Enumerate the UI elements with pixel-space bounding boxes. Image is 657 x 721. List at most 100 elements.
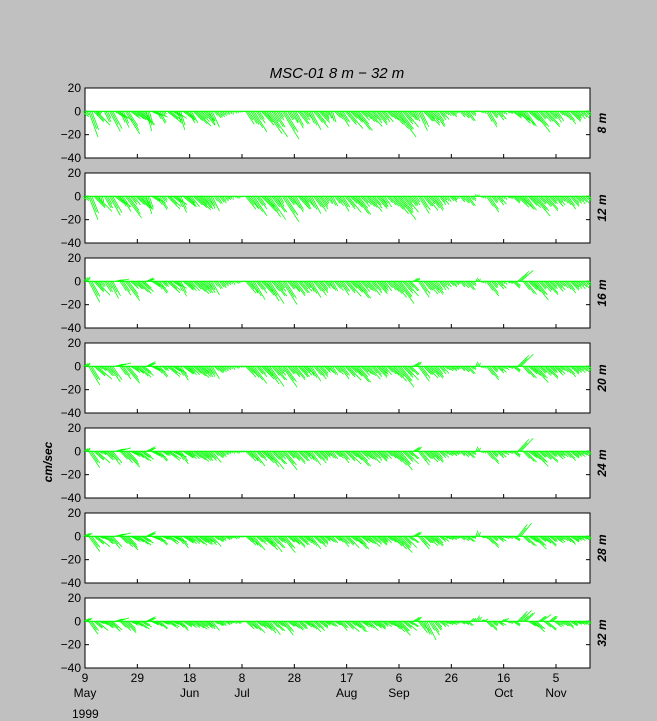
current-vector bbox=[351, 196, 363, 208]
current-vector bbox=[149, 362, 157, 367]
current-vector bbox=[311, 536, 322, 550]
current-vector bbox=[557, 111, 565, 122]
current-vector bbox=[279, 281, 286, 289]
current-vector bbox=[382, 366, 389, 373]
current-vector bbox=[122, 366, 131, 376]
current-vector bbox=[431, 451, 440, 459]
current-vector bbox=[109, 536, 121, 549]
current-vector bbox=[109, 281, 119, 299]
current-vector bbox=[297, 451, 309, 462]
current-vector bbox=[198, 196, 208, 206]
current-vector bbox=[276, 536, 284, 543]
current-vector bbox=[161, 366, 168, 371]
current-vector bbox=[185, 281, 194, 288]
current-vector bbox=[431, 621, 440, 633]
current-vector bbox=[86, 196, 90, 200]
current-vector bbox=[86, 618, 92, 622]
current-vector bbox=[114, 196, 124, 204]
current-vector bbox=[219, 366, 225, 372]
current-vector bbox=[573, 620, 579, 625]
current-vector bbox=[304, 366, 311, 373]
current-vector bbox=[164, 281, 169, 286]
current-vector bbox=[507, 535, 511, 539]
current-vector bbox=[581, 111, 588, 118]
current-vector bbox=[309, 536, 318, 547]
current-vector bbox=[492, 366, 499, 372]
current-vector bbox=[400, 621, 410, 632]
current-vector bbox=[424, 281, 434, 291]
current-vector bbox=[140, 196, 149, 206]
current-vector bbox=[456, 281, 460, 285]
current-vector bbox=[147, 111, 153, 126]
current-vector bbox=[293, 111, 304, 129]
current-vector bbox=[400, 536, 412, 548]
current-vector bbox=[463, 111, 470, 119]
current-vector bbox=[124, 196, 142, 219]
current-vector bbox=[131, 111, 140, 117]
current-vector bbox=[257, 621, 268, 629]
current-vector bbox=[314, 281, 327, 296]
current-vector bbox=[576, 281, 582, 287]
current-vector bbox=[102, 450, 108, 455]
current-vector bbox=[246, 111, 254, 120]
current-vector bbox=[182, 620, 192, 628]
current-vector bbox=[147, 278, 154, 282]
current-vector bbox=[130, 450, 141, 457]
current-vector bbox=[112, 621, 123, 631]
current-vector bbox=[337, 451, 343, 457]
current-vector bbox=[299, 366, 310, 377]
current-vector bbox=[507, 450, 511, 454]
current-vector bbox=[334, 366, 341, 374]
current-vector bbox=[187, 196, 197, 208]
current-vector bbox=[360, 281, 371, 292]
current-vector bbox=[484, 281, 487, 284]
current-vector bbox=[258, 366, 266, 374]
current-vector bbox=[320, 451, 329, 459]
current-vector bbox=[318, 111, 331, 124]
current-vector bbox=[273, 366, 286, 381]
current-vector bbox=[431, 536, 440, 543]
current-vector bbox=[325, 451, 331, 456]
current-vector bbox=[391, 281, 403, 294]
current-vector bbox=[477, 278, 480, 282]
current-vector bbox=[503, 451, 507, 455]
current-vector bbox=[519, 196, 528, 205]
current-vector bbox=[368, 621, 379, 631]
current-vector bbox=[360, 536, 371, 544]
current-vector bbox=[360, 451, 371, 460]
current-vector bbox=[379, 621, 386, 627]
current-vector bbox=[86, 363, 91, 367]
current-vector bbox=[224, 366, 229, 372]
current-vector bbox=[180, 196, 187, 209]
current-vector bbox=[461, 620, 466, 624]
current-vector bbox=[475, 530, 479, 537]
current-vector bbox=[222, 536, 227, 540]
current-vector bbox=[329, 621, 334, 626]
current-vector bbox=[536, 366, 548, 379]
current-vector bbox=[193, 196, 203, 206]
current-vector bbox=[370, 281, 378, 290]
current-vector bbox=[365, 366, 374, 376]
current-vector bbox=[402, 111, 414, 125]
current-vector bbox=[492, 536, 499, 541]
current-vector bbox=[257, 366, 268, 378]
current-vector bbox=[271, 536, 279, 545]
current-vector bbox=[88, 536, 101, 552]
current-vector bbox=[130, 365, 141, 373]
current-vector bbox=[560, 196, 566, 202]
current-vector bbox=[575, 196, 583, 204]
current-vector bbox=[519, 358, 528, 367]
current-vector bbox=[257, 281, 268, 294]
current-vector bbox=[402, 536, 412, 546]
current-vector bbox=[215, 366, 223, 374]
current-vector bbox=[494, 536, 499, 540]
current-vector bbox=[496, 111, 505, 121]
y-tick-label: −20 bbox=[61, 213, 82, 227]
current-vector bbox=[294, 451, 306, 465]
current-vector bbox=[374, 111, 382, 121]
current-vector bbox=[452, 196, 457, 201]
current-vector bbox=[368, 111, 383, 127]
current-vector bbox=[126, 366, 140, 381]
